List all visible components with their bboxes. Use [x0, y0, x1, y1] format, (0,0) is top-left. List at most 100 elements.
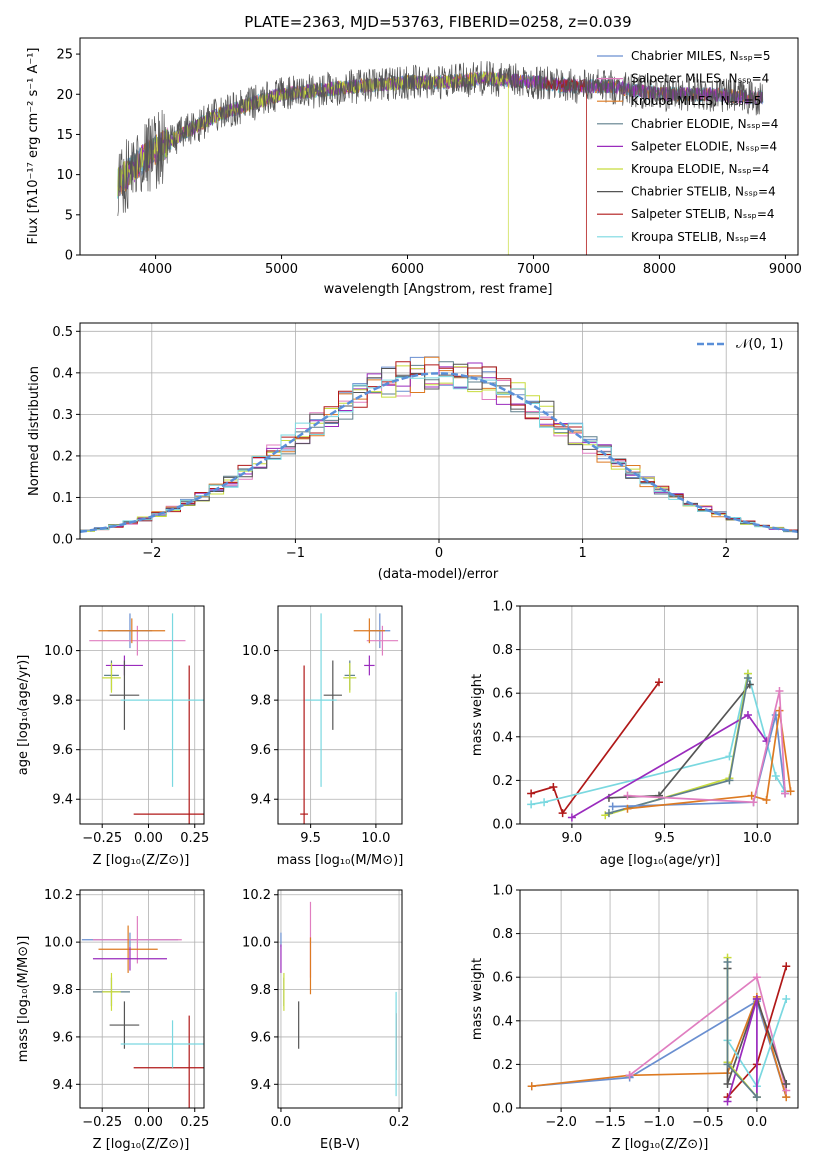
- legend-label-kroupa_elodie: Kroupa ELODIE, Nₛₛₚ=4: [631, 162, 769, 176]
- weight-marker-chabrier_elodie: [723, 957, 732, 966]
- weight-marker-kroupa_stelib: [540, 798, 549, 807]
- weight-marker-kroupa_stelib: [527, 800, 536, 809]
- weight-marker-salpeter_stelib: [558, 809, 567, 818]
- x-tick-label: 2: [722, 546, 730, 561]
- weight-age-xlabel: age [log₁₀(age/yr)]: [600, 853, 721, 868]
- legend-label-chabrier_elodie: Chabrier ELODIE, Nₛₛₚ=4: [631, 117, 778, 131]
- y-tick-label: 9.8: [250, 694, 271, 709]
- x-tick-label: −2: [142, 546, 161, 561]
- weight-marker-salpeter_elodie: [567, 813, 576, 822]
- x-tick-label: 0: [435, 546, 443, 561]
- spectrum-legend: Chabrier MILES, Nₛₛₚ=5 Salpeter MILES, Nₛ…: [597, 49, 778, 244]
- weight-marker-chabrier_elodie: [743, 673, 752, 682]
- weight-marker-chabrier_elodie: [723, 1060, 732, 1069]
- weight-z-panel: −2.0 −1.5 −1.0 −0.5 0.0 0.0 0.2 0.4 0.6 0.8 1.0 Z …: [470, 884, 799, 1152]
- x-tick-label: −1.5: [594, 1115, 626, 1130]
- y-tick-label: 10.0: [242, 644, 271, 659]
- weight-line-chabrier_elodie: [726, 961, 758, 1098]
- weight-marker-chabrier_stelib: [782, 1080, 791, 1089]
- x-tick-label: −1: [286, 546, 305, 561]
- age-z-ylabel: age [log₁₀(age/yr)]: [16, 655, 31, 776]
- x-tick-label: 0.25: [180, 1115, 209, 1130]
- weight-marker-kroupa_stelib: [771, 772, 780, 781]
- y-tick-label: 0.4: [52, 366, 73, 381]
- y-tick-label: 10.2: [242, 888, 271, 903]
- weight-marker-salpeter_stelib: [655, 678, 663, 687]
- weight-marker-salpeter_miles: [749, 798, 758, 807]
- histogram-kroupa_stelib: [80, 376, 798, 532]
- y-tick-label: 10.0: [242, 936, 271, 951]
- spectrum-ylabel: Flux [fλ10⁻¹⁷ erg cm⁻² s⁻¹ A⁻¹]: [26, 48, 41, 245]
- y-tick-label: 9.6: [52, 1030, 73, 1045]
- y-tick-label: 9.4: [52, 793, 73, 808]
- y-tick-label: 15: [56, 128, 73, 143]
- weight-line-salpeter_stelib: [530, 681, 660, 815]
- legend-label-kroupa_miles: Kroupa MILES, Nₛₛₚ=5: [631, 94, 761, 108]
- spectrum-xlabel: wavelength [Angstrom, rest frame]: [324, 282, 553, 297]
- weight-marker-kroupa_miles: [623, 804, 632, 813]
- weight-marker-chabrier_stelib: [655, 791, 663, 800]
- y-tick-label: 0.0: [52, 533, 73, 548]
- x-tick-label: 9.5: [654, 831, 675, 846]
- x-tick-label: 0.2: [389, 1115, 410, 1130]
- legend-label-chabrier_stelib: Chabrier STELIB, Nₛₛₚ=4: [631, 185, 776, 199]
- mass-z-panel: −0.25 0.00 0.25 9.4 9.6 9.8 10.0 10.2 Z [log₁₀(…: [16, 888, 209, 1152]
- y-tick-label: 0.0: [492, 1102, 513, 1117]
- histogram-chabrier_stelib: [80, 363, 798, 533]
- weight-line-kroupa_elodie: [726, 957, 758, 1098]
- y-tick-label: 9.8: [52, 694, 73, 709]
- x-tick-label: 10.0: [743, 831, 772, 846]
- y-tick-label: 25: [56, 48, 73, 63]
- y-tick-label: 20: [56, 88, 73, 103]
- y-tick-label: 0.5: [52, 325, 73, 340]
- y-tick-label: 0.2: [492, 1058, 513, 1073]
- x-tick-label: 5000: [265, 262, 298, 277]
- y-tick-label: 0.6: [492, 971, 513, 986]
- weight-marker-salpeter_miles: [781, 789, 790, 798]
- y-tick-label: 0.8: [492, 643, 513, 658]
- residuals-xlabel: (data-model)/error: [378, 567, 499, 582]
- y-tick-label: 0.2: [492, 774, 513, 789]
- weight-age-ylabel: mass weight: [470, 674, 485, 756]
- weight-marker-kroupa_stelib: [725, 752, 734, 761]
- age-mass-xlabel: mass [log₁₀(M/M⊙)]: [277, 853, 404, 868]
- weight-marker-chabrier_elodie: [752, 1093, 761, 1102]
- spectrum-line-kroupa_elodie: [117, 71, 509, 256]
- weight-line-chabrier_miles: [612, 714, 786, 808]
- weight-marker-kroupa_miles: [762, 796, 771, 805]
- weight-marker-salpeter_elodie: [743, 711, 752, 719]
- x-tick-label: 0.0: [747, 1115, 768, 1130]
- y-tick-label: 1.0: [492, 884, 513, 899]
- normal-curve: [79, 372, 799, 533]
- weight-line-salpeter_elodie: [726, 998, 758, 1102]
- x-tick-label: −1.0: [643, 1115, 675, 1130]
- weight-marker-kroupa_miles: [527, 1082, 536, 1091]
- weight-marker-chabrier_stelib: [723, 1080, 732, 1089]
- x-tick-label: −0.5: [692, 1115, 724, 1130]
- legend-label-chabrier_miles: Chabrier MILES, Nₛₛₚ=5: [631, 49, 771, 63]
- x-tick-label: 8000: [643, 262, 676, 277]
- mass-ebv-xlabel: E(B-V): [320, 1137, 360, 1152]
- y-tick-label: 0.6: [492, 687, 513, 702]
- y-tick-label: 0.2: [52, 449, 73, 464]
- y-tick-label: 10.0: [44, 644, 73, 659]
- y-tick-label: 9.6: [250, 1030, 271, 1045]
- x-tick-label: 9000: [769, 262, 802, 277]
- y-tick-label: 10.0: [44, 936, 73, 951]
- spectrum-panel: PLATE=2363, MJD=53763, FIBERID=0258, z=0…: [26, 13, 802, 297]
- weight-z-xlabel: Z [log₁₀(Z/Z⊙)]: [612, 1137, 709, 1152]
- weight-marker-salpeter_miles: [623, 791, 632, 800]
- y-tick-label: 0.1: [52, 491, 73, 506]
- mass-z-ylabel: mass [log₁₀(M/M⊙)]: [16, 936, 31, 1063]
- y-tick-label: 9.4: [250, 1078, 271, 1093]
- weight-age-panel: 9.0 9.5 10.0 0.0 0.2 0.4 0.6 0.8 1.0 age [log₁₀(…: [470, 600, 799, 868]
- weight-z-ylabel: mass weight: [470, 958, 485, 1040]
- legend-label-kroupa_stelib: Kroupa STELIB, Nₛₛₚ=4: [631, 230, 767, 244]
- x-tick-label: 0.0: [271, 1115, 292, 1130]
- weight-marker-salpeter_elodie: [723, 1097, 732, 1106]
- legend-label-salpeter_miles: Salpeter MILES, Nₛₛₚ=4: [631, 72, 769, 86]
- age-mass-panel: 9.5 10.0 9.4 9.6 9.8 10.0 mass [log₁₀(M/M⊙)]: [242, 605, 404, 868]
- y-tick-label: 9.6: [52, 743, 73, 758]
- weight-marker-chabrier_elodie: [604, 809, 613, 818]
